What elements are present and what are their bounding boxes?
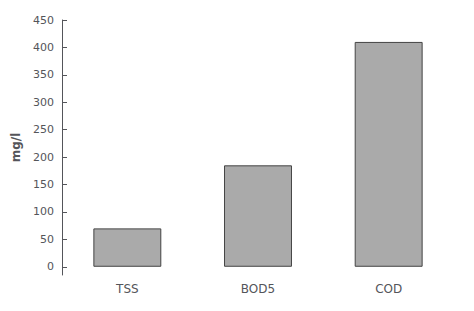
svg-text:350: 350 (33, 68, 54, 81)
svg-text:TSS: TSS (115, 282, 139, 296)
svg-text:BOD5: BOD5 (241, 282, 275, 296)
svg-text:300: 300 (33, 96, 54, 109)
svg-text:0: 0 (47, 260, 54, 273)
svg-text:100: 100 (33, 205, 54, 218)
svg-text:150: 150 (33, 178, 54, 191)
svg-text:400: 400 (33, 41, 54, 54)
svg-text:mg/l: mg/l (9, 133, 23, 163)
svg-text:450: 450 (33, 14, 54, 27)
svg-text:250: 250 (33, 123, 54, 136)
svg-text:200: 200 (33, 151, 54, 164)
svg-text:50: 50 (40, 233, 54, 246)
svg-text:COD: COD (375, 282, 402, 296)
